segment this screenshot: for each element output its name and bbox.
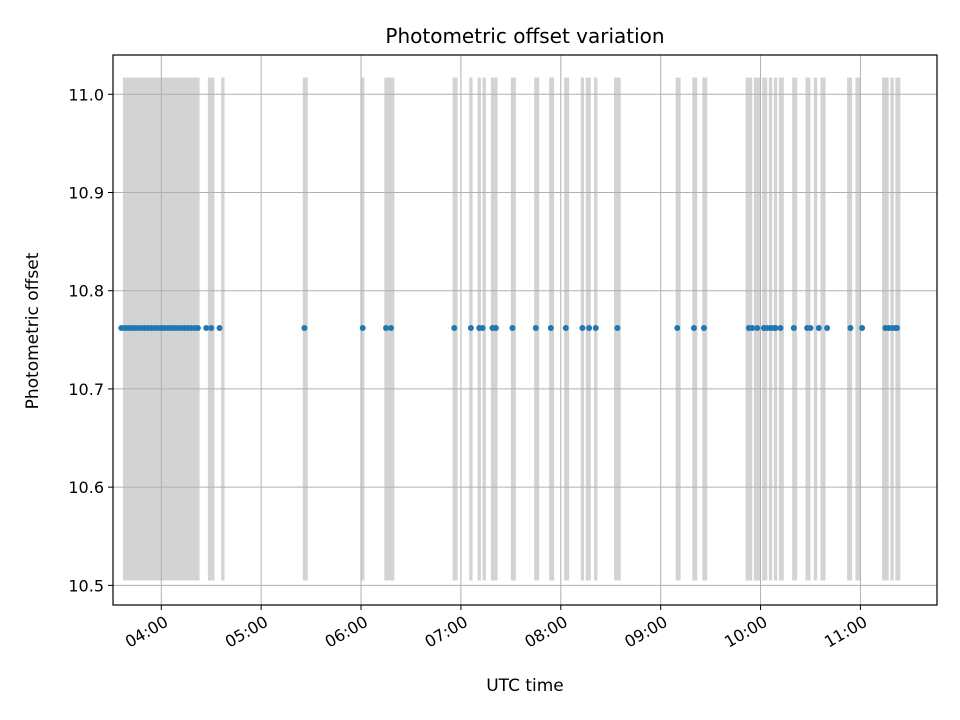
y-axis-title: Photometric offset	[23, 252, 43, 409]
y-tick-label: 10.5	[68, 576, 104, 595]
y-tick-label: 10.8	[68, 282, 104, 301]
y-tick-label: 10.6	[68, 478, 104, 497]
data-point	[824, 325, 831, 332]
data-point	[388, 325, 394, 332]
data-point	[772, 325, 779, 332]
data-point	[216, 325, 223, 332]
y-tick-label: 11.0	[68, 85, 104, 104]
data-point	[847, 325, 854, 332]
data-point	[383, 325, 389, 332]
data-point	[467, 325, 474, 332]
data-points	[118, 325, 901, 332]
data-point	[592, 325, 599, 332]
data-point	[754, 325, 761, 332]
data-point	[777, 325, 784, 332]
data-point	[547, 325, 554, 332]
data-point	[579, 325, 586, 332]
data-point	[690, 325, 697, 332]
data-point	[807, 325, 814, 332]
data-point	[203, 325, 210, 332]
data-point	[859, 325, 866, 332]
shaded-band	[813, 77, 818, 581]
y-tick-label: 10.9	[68, 184, 104, 203]
plot-frame	[112, 54, 938, 606]
data-point	[194, 325, 201, 332]
data-point	[208, 325, 215, 332]
chart-title: Photometric offset variation	[385, 24, 664, 48]
x-axis-title: UTC time	[486, 676, 564, 696]
data-point	[451, 325, 458, 332]
data-point	[894, 325, 901, 332]
data-point	[359, 325, 366, 332]
data-point	[586, 325, 593, 332]
data-point	[790, 325, 797, 332]
data-point	[492, 325, 499, 332]
data-point	[815, 325, 822, 332]
y-axis-ticks: 10.5 10.6 10.7 10.8 10.9 11.0	[68, 85, 113, 595]
data-point	[749, 325, 756, 332]
data-point	[562, 325, 569, 332]
data-point	[509, 325, 516, 332]
data-point	[614, 325, 621, 332]
shaded-band	[221, 77, 225, 581]
data-point	[479, 325, 486, 332]
data-point	[700, 325, 707, 332]
data-point	[532, 325, 539, 332]
shaded-band	[820, 77, 826, 581]
data-point	[301, 325, 308, 332]
shaded-band	[855, 77, 861, 581]
y-tick-label: 10.7	[68, 380, 104, 399]
grid	[113, 55, 937, 605]
data-point	[674, 325, 681, 332]
